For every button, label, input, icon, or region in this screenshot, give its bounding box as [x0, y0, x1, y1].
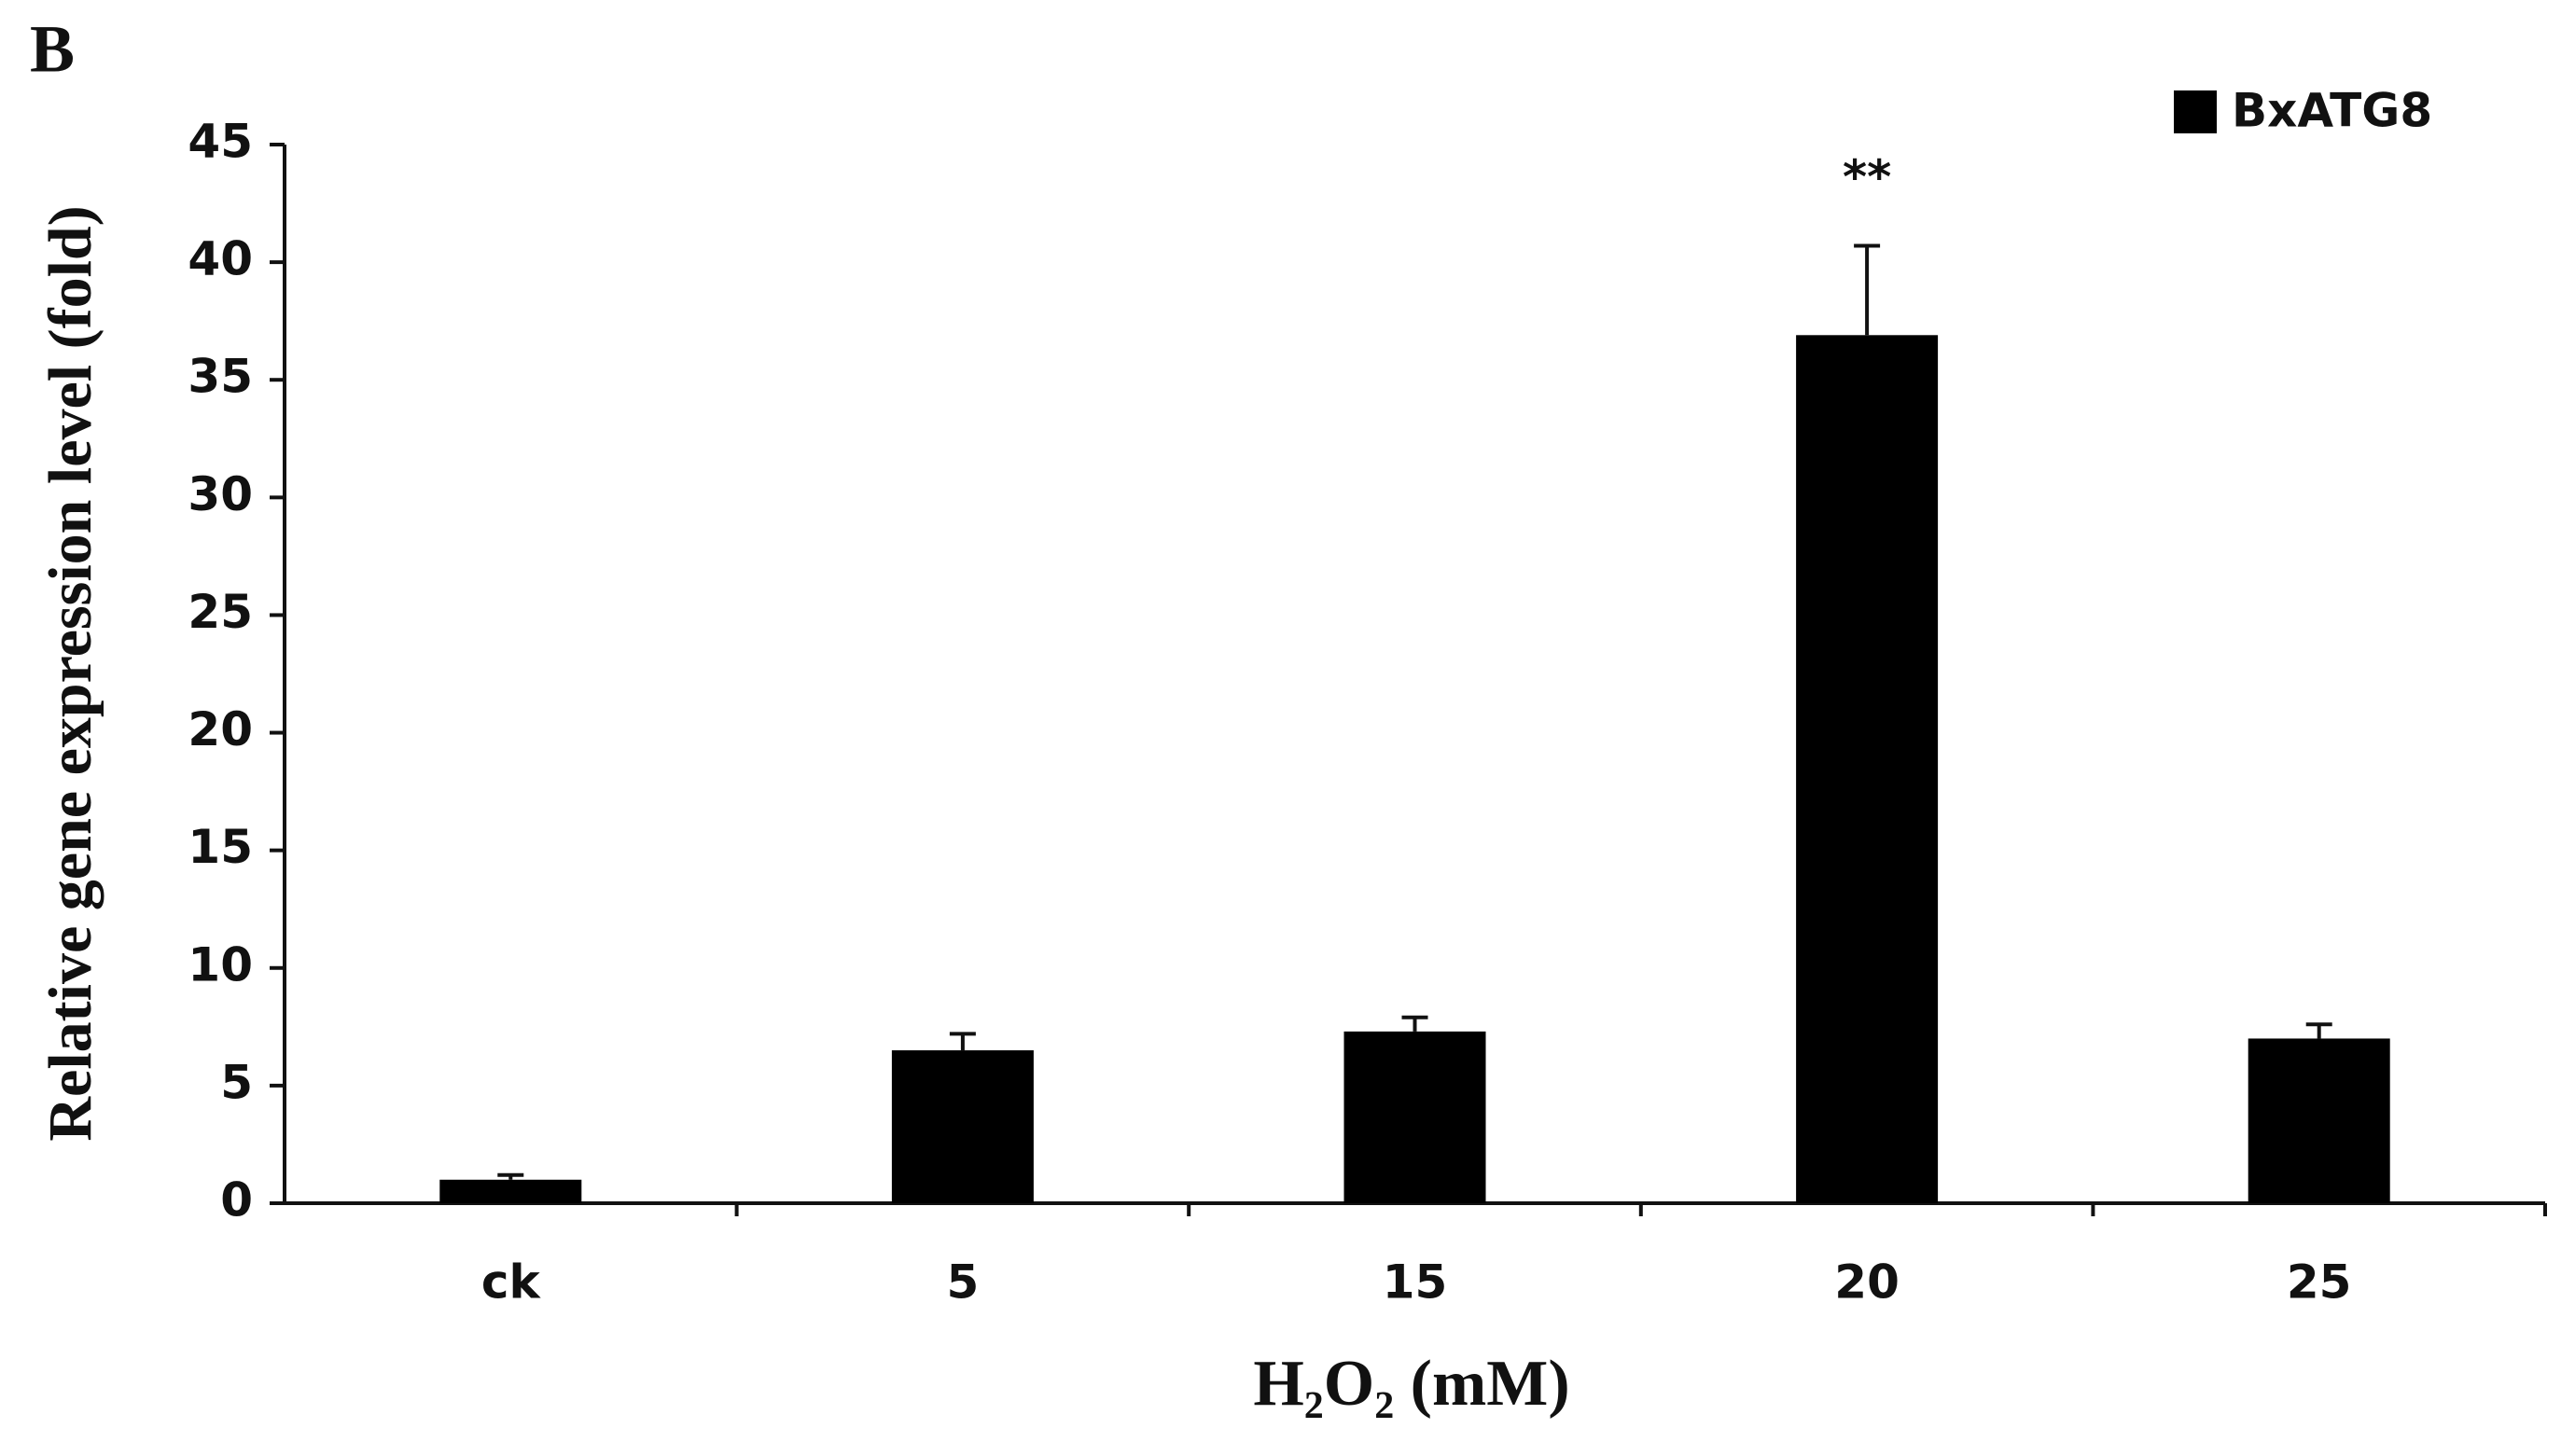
y-tick-label: 40: [188, 232, 253, 286]
y-axis-label: Relative gene expression level (fold): [36, 205, 104, 1141]
bar: [2248, 1038, 2390, 1203]
y-tick-label: 20: [188, 702, 253, 756]
x-tick-label: 5: [947, 1255, 980, 1310]
y-tick-label: 30: [188, 467, 253, 521]
x-tick-label: 20: [1834, 1255, 1900, 1310]
y-tick-label: 15: [188, 820, 253, 874]
significance-label: **: [1843, 150, 1891, 204]
x-tick-label: 15: [1383, 1255, 1448, 1310]
bar: [1796, 335, 1939, 1203]
y-tick-label: 5: [220, 1055, 253, 1109]
bar: [439, 1179, 582, 1203]
bar: [1343, 1031, 1486, 1203]
x-axis-label: H₂O₂ (mM): [1253, 1348, 1569, 1420]
x-tick-label: ck: [481, 1255, 542, 1310]
bar: [891, 1050, 1034, 1203]
panel-label: B: [30, 12, 75, 87]
y-tick-label: 0: [220, 1173, 253, 1227]
y-tick-label: 25: [188, 585, 253, 639]
legend-label: BxATG8: [2232, 84, 2432, 138]
y-tick-label: 10: [188, 937, 253, 991]
legend-swatch: [2174, 90, 2217, 133]
y-tick-label: 45: [188, 115, 253, 169]
y-tick-label: 35: [188, 350, 253, 404]
x-tick-label: 25: [2287, 1255, 2352, 1310]
